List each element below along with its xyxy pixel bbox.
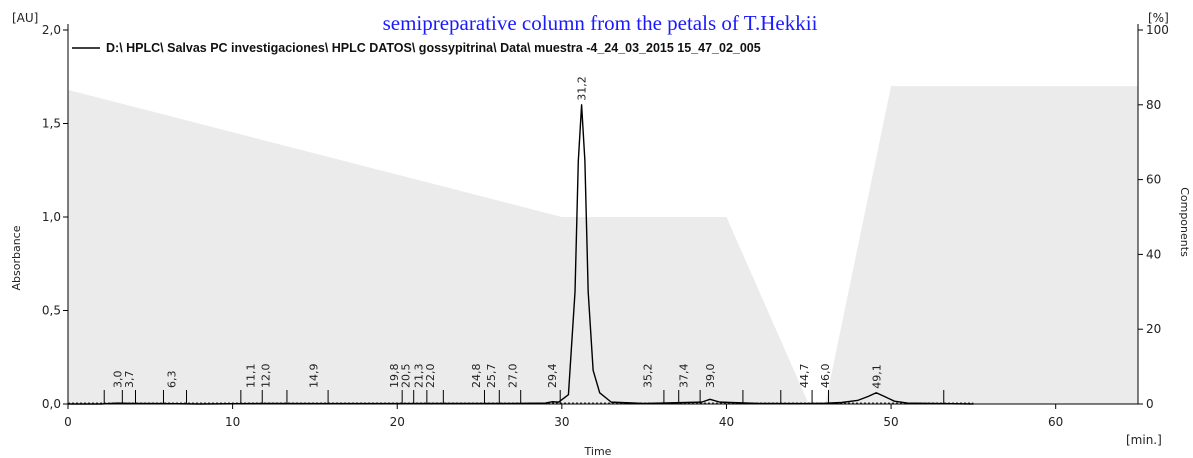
y2-tick-label: 20 (1146, 322, 1161, 336)
gradient-area (68, 86, 1138, 404)
x-tick-label: 60 (1048, 415, 1063, 429)
peak-label: 19,8 (388, 364, 401, 389)
x-tick-label: 20 (390, 415, 405, 429)
peak-label: 46,0 (819, 364, 832, 389)
peak-label: 39,0 (704, 364, 717, 389)
peak-label: 37,4 (678, 364, 691, 389)
y-tick-label: 1,5 (42, 117, 61, 131)
peak-label: 44,7 (798, 364, 811, 389)
x-tick-label: 10 (225, 415, 240, 429)
peak-label: 12,0 (260, 364, 273, 389)
peak-label: 27,0 (506, 364, 519, 389)
legend: D:\ HPLC\ Salvas PC investigaciones\ HPL… (72, 41, 761, 55)
y2-tick-label: 60 (1146, 173, 1161, 187)
peak-label: 49,1 (870, 364, 883, 389)
peak-label: 24,8 (470, 364, 483, 389)
chart-caption: semipreparative column from the petals o… (383, 11, 818, 35)
y-tick-label: 1,0 (42, 210, 61, 224)
peak-label: 29,4 (546, 364, 559, 389)
y2-tick-label: 100 (1146, 23, 1169, 37)
peak-label: 25,7 (485, 364, 498, 389)
peak-label: 21,3 (413, 364, 426, 389)
y-tick-label: 2,0 (42, 23, 61, 37)
y2-tick-label: 0 (1146, 397, 1154, 411)
y-axis-unit: [AU] (12, 11, 38, 25)
gradient-area-layer (68, 86, 1138, 404)
y2-axis-unit: [%] (1148, 11, 1169, 25)
peak-labels-layer: 3,03,7 6,3 11,1 12,0 14,9 19,820,5 21,322,0 24,… (111, 76, 883, 388)
y2-tick-label: 40 (1146, 247, 1161, 261)
peak-label: 20,5 (399, 364, 412, 389)
peak-label: 35,2 (641, 364, 654, 389)
peak-label: 3,0 (111, 371, 124, 389)
series-layer (68, 104, 974, 405)
peak-label: 22,0 (424, 364, 437, 389)
y-axis-title: Absorbance (10, 225, 23, 290)
peak-label: 3,7 (123, 371, 136, 389)
y-tick-label: 0,5 (42, 304, 61, 318)
peak-label: 14,9 (307, 364, 320, 389)
y2-tick-label: 80 (1146, 98, 1161, 112)
x-axis-unit: [min.] (1126, 433, 1162, 447)
x-tick-label: 30 (554, 415, 569, 429)
peak-label: 6,3 (166, 371, 179, 389)
peak-label: 11,1 (245, 364, 258, 389)
x-tick-label: 0 (64, 415, 72, 429)
y-tick-label: 0,0 (42, 397, 61, 411)
peak-label: 31,2 (576, 76, 589, 101)
x-tick-label: 50 (883, 415, 898, 429)
legend-entry: D:\ HPLC\ Salvas PC investigaciones\ HPL… (106, 41, 761, 55)
chromatogram-trace (68, 104, 974, 405)
x-axis-title: Time (584, 445, 612, 458)
y2-axis-title: Components (1178, 187, 1191, 257)
x-tick-label: 40 (719, 415, 734, 429)
